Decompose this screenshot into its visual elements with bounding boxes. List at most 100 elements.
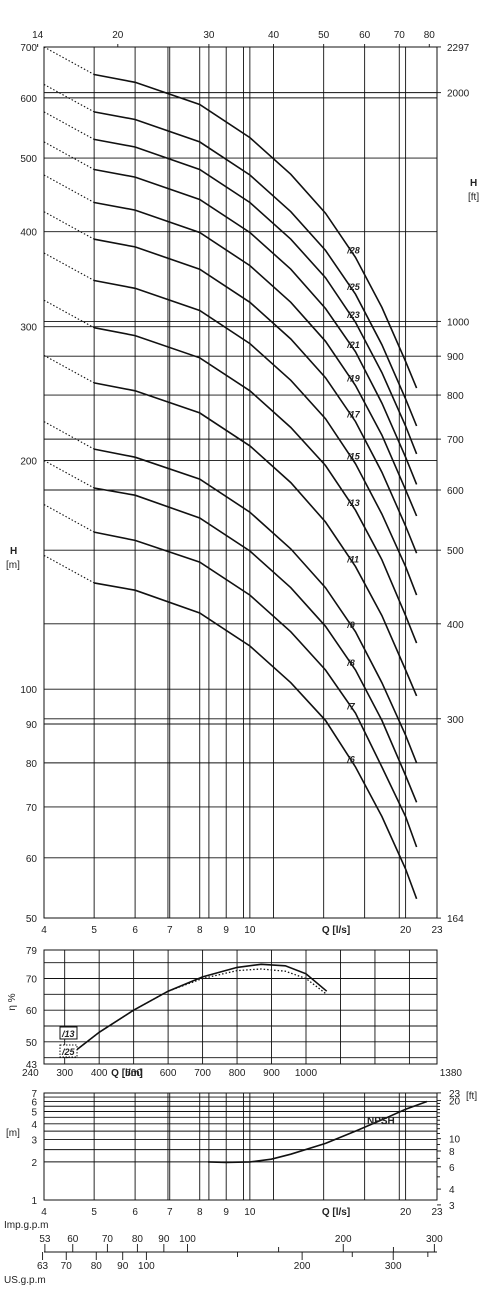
right-tick-label: 500	[447, 546, 464, 557]
y-axis-label: η %	[7, 993, 18, 1010]
y-tick-label: 79	[26, 946, 38, 957]
top-tick-label: 70	[394, 30, 406, 41]
y-axis-label: H	[10, 546, 17, 557]
head-chart: 4 5 6 7 8 9 10 Q [l/s] 20 23 50 60 70 80 90 100 200 300 40…	[6, 30, 479, 936]
x-tick-label: 10	[244, 1207, 256, 1218]
top-tick-label: 80	[424, 30, 436, 41]
curve-stage-25-dotted	[43, 83, 95, 113]
legend-label: /25	[61, 1047, 76, 1057]
y-tick-label: 100	[20, 685, 37, 696]
plot-frame	[43, 46, 438, 919]
curve-stage-8-dotted	[43, 460, 95, 489]
x-tick-label: 7	[167, 1207, 173, 1218]
y-tick-label: 5	[31, 1108, 37, 1119]
imp-tick-label: 53	[39, 1234, 51, 1245]
curve-stage-9	[93, 448, 418, 764]
y-tick-label: 50	[26, 1038, 38, 1049]
imp-tick-label: 100	[179, 1234, 196, 1245]
top-tick-label: 14	[32, 30, 44, 41]
us-tick-label: 200	[294, 1261, 311, 1272]
x-tick-label: 20	[400, 925, 412, 936]
x-tick-label: 8	[197, 1207, 203, 1218]
x-tick-label: 10	[244, 925, 256, 936]
curve-stage-19-dotted	[43, 174, 95, 203]
us-tick-label: 300	[385, 1261, 402, 1272]
right-tick-label: 2000	[447, 89, 470, 100]
curve-stage-23-dotted	[43, 111, 95, 140]
curve-stage-15-dotted	[43, 252, 95, 281]
x-tick-label: 7	[167, 925, 173, 936]
curve-stage-19	[93, 201, 418, 517]
curve-label: /13	[346, 498, 360, 508]
imp-tick-label: 80	[132, 1234, 144, 1245]
x-tick-label: 23	[431, 1207, 443, 1218]
y-tick-label: 6	[31, 1097, 37, 1108]
curve-label: /15	[346, 452, 361, 462]
x-tick-label: 900	[263, 1068, 280, 1079]
imp-tick-label: 90	[158, 1234, 170, 1245]
curve-label: /17	[346, 410, 361, 420]
curve-stage-13-dotted	[43, 299, 95, 329]
curve-stage-17-dotted	[43, 211, 95, 240]
x-tick-label: 400	[91, 1068, 108, 1079]
top-tick-label: 20	[112, 30, 124, 41]
x-tick-label: 700	[194, 1068, 211, 1079]
right-tick-label: 8	[449, 1147, 455, 1158]
x-tick-label: 300	[56, 1068, 73, 1079]
y-tick-label: 200	[20, 456, 37, 467]
x-tick-label: 4	[41, 1207, 47, 1218]
curve-label: /11	[346, 555, 359, 565]
x-tick-label: 20	[400, 1207, 412, 1218]
y-tick-label: 3	[31, 1136, 37, 1147]
npsh-curve-label: NPSH	[367, 1116, 395, 1127]
flow-unit-scales: Imp.g.p.m US.g.p.m 53 60 70 80 90 100 200 300 63 70…	[4, 1220, 443, 1286]
right-tick-label: 800	[447, 391, 464, 402]
us-tick-label: 80	[91, 1261, 103, 1272]
y-tick-label: 80	[26, 759, 38, 770]
y-tick-label: 700	[20, 43, 37, 54]
y-tick-label: 2	[31, 1158, 37, 1169]
imp-tick-label: 300	[426, 1234, 443, 1245]
right-tick-label: 1000	[447, 317, 470, 328]
right-tick-label: 600	[447, 486, 464, 497]
us-tick-label: 90	[117, 1261, 129, 1272]
x-tick-label: 240	[22, 1068, 39, 1079]
curve-stage-7-dotted	[43, 504, 95, 533]
curve-label: /28	[346, 245, 360, 255]
x-tick-label: 1000	[295, 1068, 318, 1079]
legend-box	[59, 1026, 78, 1040]
legend-box	[59, 1044, 78, 1058]
right-axis-unit: [ft]	[468, 192, 479, 203]
curve-stage-6	[93, 582, 418, 900]
imp-tick-label: 60	[67, 1234, 79, 1245]
npsh-chart: 4 5 6 7 8 9 10 Q [l/s] 20 231234567[m][ft]3468102…	[6, 1089, 477, 1218]
y-tick-label: 4	[31, 1120, 37, 1131]
right-tick-label: 6	[449, 1163, 455, 1174]
top-tick-label: 40	[268, 30, 280, 41]
x-tick-label: 6	[132, 925, 138, 936]
imp-tick-label: 200	[335, 1234, 352, 1245]
imp-tick-label: 70	[102, 1234, 114, 1245]
curve-stage-9-dotted	[43, 421, 95, 450]
x-tick-label: 9	[223, 925, 229, 936]
right-tick-label: 400	[447, 620, 464, 631]
x-tick-label: 5	[91, 1207, 97, 1218]
x-tick-label: Q [l/s]	[322, 925, 350, 936]
top-tick-label: 30	[203, 30, 215, 41]
x-tick-label: 6	[132, 1207, 138, 1218]
y-axis-unit: [m]	[6, 560, 20, 571]
right-tick-label: 4	[449, 1185, 455, 1196]
curve-stage-11	[93, 382, 418, 697]
y-tick-label: 43	[26, 1060, 38, 1071]
y-tick-label: 400	[20, 228, 37, 239]
x-tick-label: 600	[160, 1068, 177, 1079]
curve-stage-28-dotted	[43, 46, 95, 75]
curve-stage-21	[93, 168, 418, 485]
right-tick-label: 900	[447, 352, 464, 363]
right-tick-label: 20	[449, 1097, 461, 1108]
x-tick-label: 800	[229, 1068, 246, 1079]
legend-label: /13	[61, 1029, 75, 1039]
right-tick-label: 23	[449, 1089, 461, 1100]
x-tick-label: 5	[91, 925, 97, 936]
